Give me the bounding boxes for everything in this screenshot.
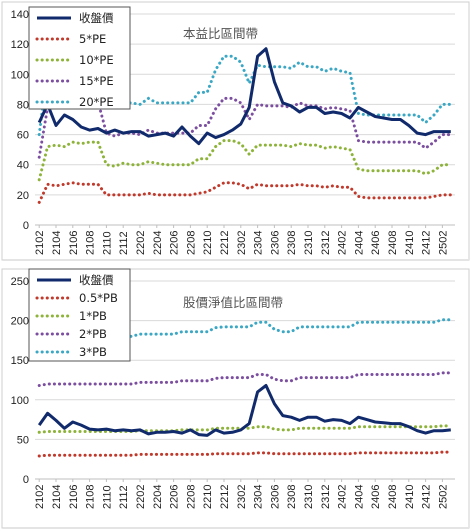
x-tick-label: 2204 [152,231,164,255]
pb-band-chart: 0 50 100 150 200 250 2102 2104 2106 2108 2110 2112 2… [0,267,471,530]
y-tick-label: 250 [11,276,29,288]
series-line-0 [37,47,451,146]
x-tick-label: 2110 [101,485,113,509]
x-tick-label: 2204 [152,485,164,509]
x-tick-label: 2212 [219,231,231,255]
y-tick-label: 40 [17,160,29,172]
x-tick-label: 2210 [202,485,214,509]
x-tick-label: 2408 [387,231,399,255]
x-tick-label: 2310 [303,231,315,255]
x-tick-label: 2308 [286,231,298,255]
series-line-3 [37,371,453,387]
y-tick-label: 80 [17,99,29,111]
x-tick-label: 2310 [303,485,315,509]
y-tick-label: 150 [11,355,29,367]
legend-label-3: 2*PB [79,327,107,341]
legend-label-1: 5*PE [79,32,106,46]
x-tick-label: 2102 [34,485,46,509]
y-tick-label: 140 [11,9,29,21]
x-tick-label: 2206 [169,231,181,255]
x-tick-label: 2404 [353,231,365,255]
x-tick-label: 2212 [219,485,231,509]
legend-box [28,268,131,362]
x-tick-label: 2208 [185,485,197,509]
y-tick-label: 20 [17,190,29,202]
x-tick-label: 2304 [253,485,265,509]
x-tick-label: 2210 [202,231,214,255]
series-line-4 [37,318,453,340]
x-tick-label: 2206 [169,485,181,509]
y-tick-label: 120 [11,39,29,51]
y-tick-label: 0 [23,220,29,232]
x-tick-label: 2108 [85,485,97,509]
y-tick-label: 0 [23,474,29,486]
chart-title: 本益比區間帶 [183,26,258,41]
x-tick-label: 2112 [118,485,130,509]
x-tick-label: 2408 [387,485,399,509]
x-tick-label: 2312 [320,485,332,509]
x-tick-label: 2410 [404,485,416,509]
series-line-4 [37,54,453,137]
x-tick-label: 2106 [68,231,80,255]
pe-band-chart-svg: 0 20 40 60 80 100 120 140 2102 2104 2106 2108 2110 21… [1,1,470,261]
series-line-0 [37,384,451,437]
x-tick-label: 2104 [51,231,63,255]
series-line-2 [37,139,453,182]
x-tick-label: 2102 [34,231,46,255]
x-tick-label: 2308 [286,485,298,509]
x-tick-label: 2302 [236,231,248,255]
x-tick-label: 2104 [51,485,63,509]
x-tick-label: 2502 [437,231,449,255]
x-tick-label: 2110 [101,231,113,255]
series-line-1 [37,181,453,204]
x-tick-label: 2404 [353,485,365,509]
x-tick-label: 2106 [68,485,80,509]
pe-band-chart: 0 20 40 60 80 100 120 140 2102 2104 2106 2108 2110 21… [0,0,471,262]
x-tick-label: 2412 [421,485,433,509]
x-tick-label: 2202 [135,485,147,509]
x-tick-label: 2208 [185,231,197,255]
y-tick-label: 50 [17,434,29,446]
legend-label-4: 3*PB [79,345,107,359]
x-tick-label: 2306 [269,485,281,509]
x-tick-label: 2112 [118,231,130,255]
x-tick-label: 2306 [269,231,281,255]
x-tick-label: 2312 [320,231,332,255]
series-line-1 [37,450,453,458]
y-tick-label: 60 [17,130,29,142]
x-tick-label: 2402 [337,485,349,509]
x-tick-label: 2202 [135,231,147,255]
legend-label-4: 20*PE [79,95,114,109]
x-tick-label: 2410 [404,231,416,255]
legend-label-2: 1*PB [79,309,107,323]
x-tick-label: 2304 [253,231,265,255]
x-tick-label: 2108 [85,231,97,255]
y-tick-label: 100 [11,395,29,407]
x-tick-label: 2402 [337,231,349,255]
y-tick-label: 200 [11,316,29,328]
x-tick-label: 2502 [437,485,449,509]
x-tick-label: 2406 [370,231,382,255]
y-tick-label: 100 [11,69,29,81]
pb-band-chart-svg: 0 50 100 150 200 250 2102 2104 2106 2108 2110 2112 2… [1,268,470,529]
legend-label-0: 收盤價 [79,11,114,25]
x-tick-label: 2412 [421,231,433,255]
legend-box [28,6,131,110]
legend-label-3: 15*PE [79,74,114,88]
x-tick-label: 2302 [236,485,248,509]
chart-title: 股價淨值比區間帶 [183,295,283,310]
legend-label-0: 收盤價 [79,273,114,287]
legend-label-1: 0.5*PB [79,291,118,305]
x-tick-label: 2406 [370,485,382,509]
legend-label-2: 10*PE [79,53,114,67]
